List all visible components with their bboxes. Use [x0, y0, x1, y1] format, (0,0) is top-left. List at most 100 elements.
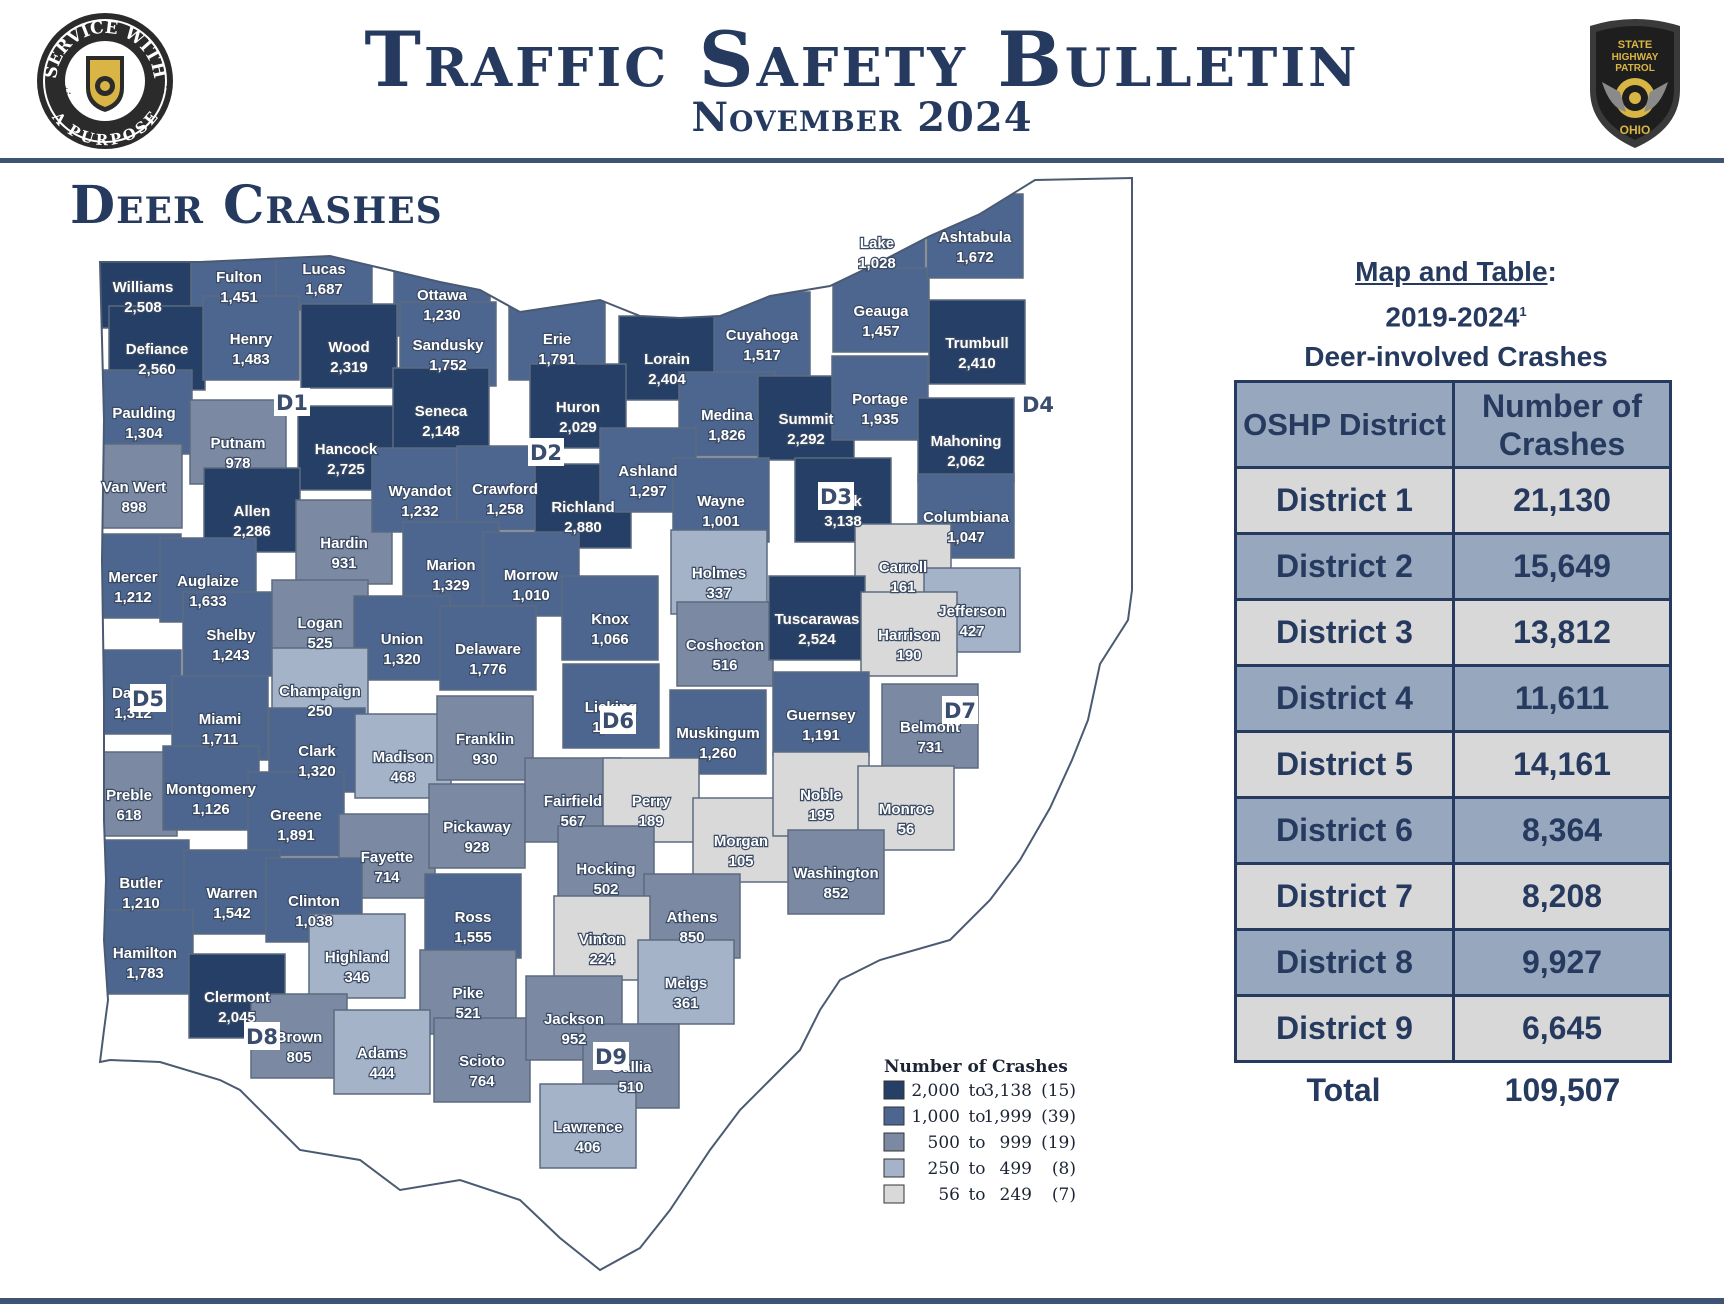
county-name-label: Lake	[860, 235, 894, 252]
county-value-label: 337	[706, 585, 731, 602]
county-name-label: Muskingum	[676, 725, 759, 742]
county-name-label: Clermont	[204, 989, 270, 1006]
table-row: District 4 11,611	[1234, 664, 1672, 733]
county-name-label: Huron	[556, 399, 600, 416]
county-name-label: Lucas	[302, 261, 345, 278]
county-name-label: Harrison	[878, 627, 940, 644]
district-value-cell: 13,812	[1452, 598, 1672, 667]
county-value-label: 1,457	[862, 323, 900, 340]
county-shape	[353, 595, 451, 681]
legend-low: 500	[928, 1133, 960, 1153]
district-name-cell: District 9	[1234, 994, 1455, 1063]
county-name-label: Holmes	[692, 565, 746, 582]
legend-low: 1,000	[911, 1107, 960, 1127]
table-header-crashes: Number of Crashes	[1452, 380, 1672, 469]
county-union	[353, 595, 451, 681]
county-value-label: 1,243	[212, 647, 250, 664]
county-shape	[308, 913, 406, 999]
county-value-label: 2,062	[947, 453, 985, 470]
county-name-label: Lorain	[644, 351, 690, 368]
svg-text:HIGHWAY: HIGHWAY	[1612, 52, 1659, 63]
county-value-label: 1,038	[295, 913, 333, 930]
county-name-label: Paulding	[112, 405, 175, 422]
county-pickaway	[428, 783, 526, 869]
county-name-label: Butler	[119, 875, 163, 892]
county-name-label: Clark	[298, 743, 336, 760]
district-name-cell: District 5	[1234, 730, 1455, 799]
county-name-label: Perry	[632, 793, 671, 810]
county-shape	[100, 443, 183, 529]
table-row: District 8 9,927	[1234, 928, 1672, 997]
county-name-label: Putnam	[210, 435, 265, 452]
county-value-label: 2,725	[327, 461, 365, 478]
county-shape	[676, 601, 774, 687]
county-name-label: Fayette	[361, 849, 414, 866]
county-value-label: 898	[121, 499, 146, 516]
county-name-label: Jefferson	[938, 603, 1006, 620]
county-value-label: 1,210	[122, 895, 160, 912]
county-value-label: 427	[959, 623, 984, 640]
county-warren	[183, 849, 281, 935]
district-name-cell: District 7	[1234, 862, 1455, 931]
county-name-label: Mercer	[108, 569, 157, 586]
county-value-label: 1,260	[699, 745, 737, 762]
county-shape	[553, 895, 651, 981]
district-label: D6	[602, 709, 634, 733]
district-label: D4	[1022, 393, 1054, 417]
page-title: Traffic Safety Bulletin	[364, 15, 1360, 104]
county-value-label: 852	[823, 885, 848, 902]
county-name-label: Fulton	[216, 269, 262, 286]
district-value-cell: 15,649	[1452, 532, 1672, 601]
county-name-label: Highland	[325, 949, 389, 966]
legend-to: to	[968, 1133, 985, 1153]
table-row: District 2 15,649	[1234, 532, 1672, 601]
county-name-label: Wood	[328, 339, 369, 356]
county-paulding	[100, 369, 193, 455]
legend-swatch	[883, 1080, 905, 1100]
table-row: District 5 14,161	[1234, 730, 1672, 799]
county-name-label: Champaign	[279, 683, 361, 700]
county-guernsey	[772, 671, 870, 757]
district-value-cell: 21,130	[1452, 466, 1672, 535]
county-value-label: 1,687	[305, 281, 343, 298]
county-name-label: Tuscarawas	[775, 611, 860, 628]
county-shape	[787, 829, 885, 915]
legend-item: 1,000 to1,999 (39)	[883, 1106, 1076, 1127]
county-name-label: Ottawa	[417, 287, 468, 304]
county-shape	[433, 1017, 531, 1103]
county-shape	[860, 591, 958, 677]
legend-low: 250	[928, 1159, 960, 1179]
county-name-label: Montgomery	[166, 781, 257, 798]
county-value-label: 521	[455, 1005, 480, 1022]
table-header-district: OSHP District	[1234, 380, 1455, 469]
county-value-label: 1,711	[202, 731, 239, 748]
legend-high: 1,999	[983, 1107, 1032, 1127]
county-name-label: Union	[381, 631, 424, 648]
county-value-label: 978	[225, 455, 250, 472]
table-row: District 1 21,130	[1234, 466, 1672, 535]
county-value-label: 2,404	[648, 371, 686, 388]
district-marker-d5: D5	[130, 684, 166, 712]
county-portage	[831, 355, 929, 441]
ohio-outline	[98, 176, 1133, 1272]
county-value-label: 764	[469, 1073, 495, 1090]
county-ross	[424, 873, 522, 959]
county-value-label: 2,319	[330, 359, 368, 376]
page-subtitle: November 2024	[691, 94, 1033, 141]
county-name-label: Sandusky	[413, 337, 485, 354]
county-value-label: 1,451	[220, 289, 258, 306]
county-name-label: Wyandot	[388, 483, 451, 500]
county-value-label: 224	[589, 951, 615, 968]
caption-line2: 2019-2024	[1385, 301, 1520, 333]
county-value-label: 1,783	[126, 965, 164, 982]
county-value-label: 444	[369, 1065, 395, 1082]
county-montgomery	[162, 745, 260, 831]
district-name-cell: District 8	[1234, 928, 1455, 997]
county-value-label: 618	[116, 807, 141, 824]
county-name-label: Greene	[270, 807, 322, 824]
county-shape	[202, 295, 300, 381]
county-name-label: Crawford	[472, 481, 538, 498]
county-name-label: Medina	[701, 407, 753, 424]
county-name-label: Clinton	[288, 893, 340, 910]
county-name-label: Columbiana	[923, 509, 1009, 526]
